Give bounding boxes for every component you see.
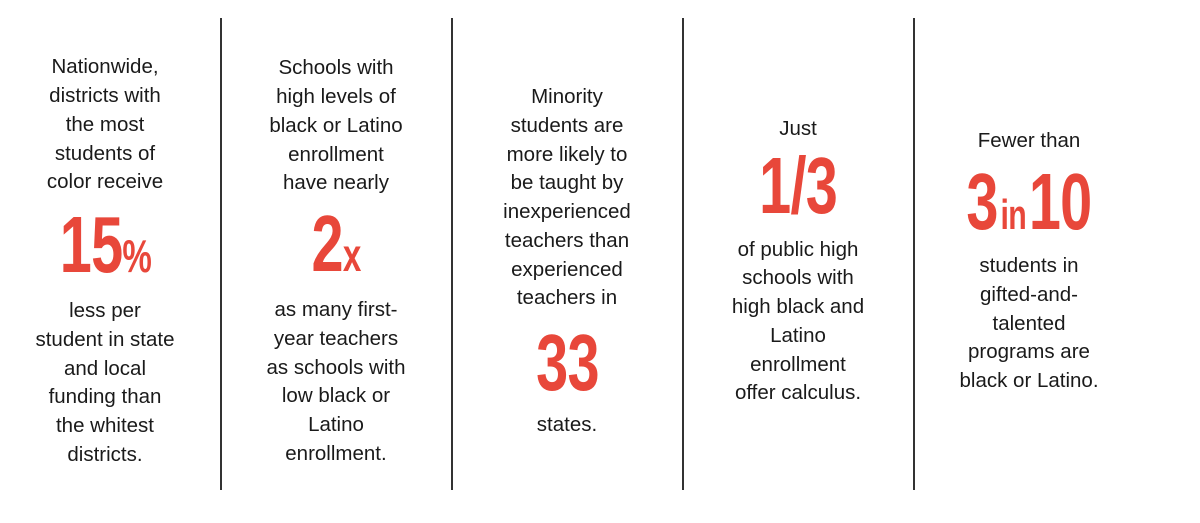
panel-follow-text: of public high schools with high black a… xyxy=(731,237,865,405)
panel-gifted-talented: Fewer than 3 in 10 students in gifted-an… xyxy=(916,0,1142,523)
stat-number: 15 xyxy=(59,200,122,290)
panel-lead-text: Fewer than xyxy=(977,129,1081,153)
panel-first-year-teachers: Schools with high levels of black or Lat… xyxy=(223,0,449,523)
stat-suffix: % xyxy=(121,230,151,283)
panel-lead-text: Just xyxy=(779,116,817,140)
stat-highlight: 3 in 10 xyxy=(966,156,1092,246)
stat-suffix: x xyxy=(342,229,361,282)
column-divider xyxy=(682,18,684,490)
stat-number: 33 xyxy=(535,318,599,408)
panel-lead-text: Schools with high levels of black or Lat… xyxy=(269,56,403,195)
column-divider xyxy=(913,18,915,490)
stat-highlight: 1/3 xyxy=(759,140,838,230)
stat-number: 10 xyxy=(1028,156,1092,246)
column-divider xyxy=(220,18,222,490)
panel-lead-text: Nationwide, districts with the most stud… xyxy=(46,55,164,194)
stat-number: 3 xyxy=(966,156,998,246)
stat-connector: in xyxy=(1000,190,1027,238)
panel-follow-text: as many first- year teachers as schools … xyxy=(266,298,406,466)
panel-calculus: Just 1/3 of public high schools with hig… xyxy=(685,0,911,523)
stat-number: 2 xyxy=(311,199,343,289)
stat-number: 1/3 xyxy=(759,140,838,230)
panel-lead-text: Minority students are more likely to be … xyxy=(503,84,631,310)
panel-follow-text: less per student in state and local fund… xyxy=(35,299,175,467)
panel-follow-text: students in gifted-and- talented program… xyxy=(959,253,1099,393)
stat-highlight: 33 xyxy=(536,323,599,403)
stat-highlight: 2 x xyxy=(311,199,361,289)
stat-highlight: 15 % xyxy=(59,200,151,290)
panel-funding: Nationwide, districts with the most stud… xyxy=(0,0,210,523)
panel-follow-text: states. xyxy=(536,413,598,437)
panel-inexperienced-teachers: Minority students are more likely to be … xyxy=(454,0,680,523)
column-divider xyxy=(451,18,453,490)
